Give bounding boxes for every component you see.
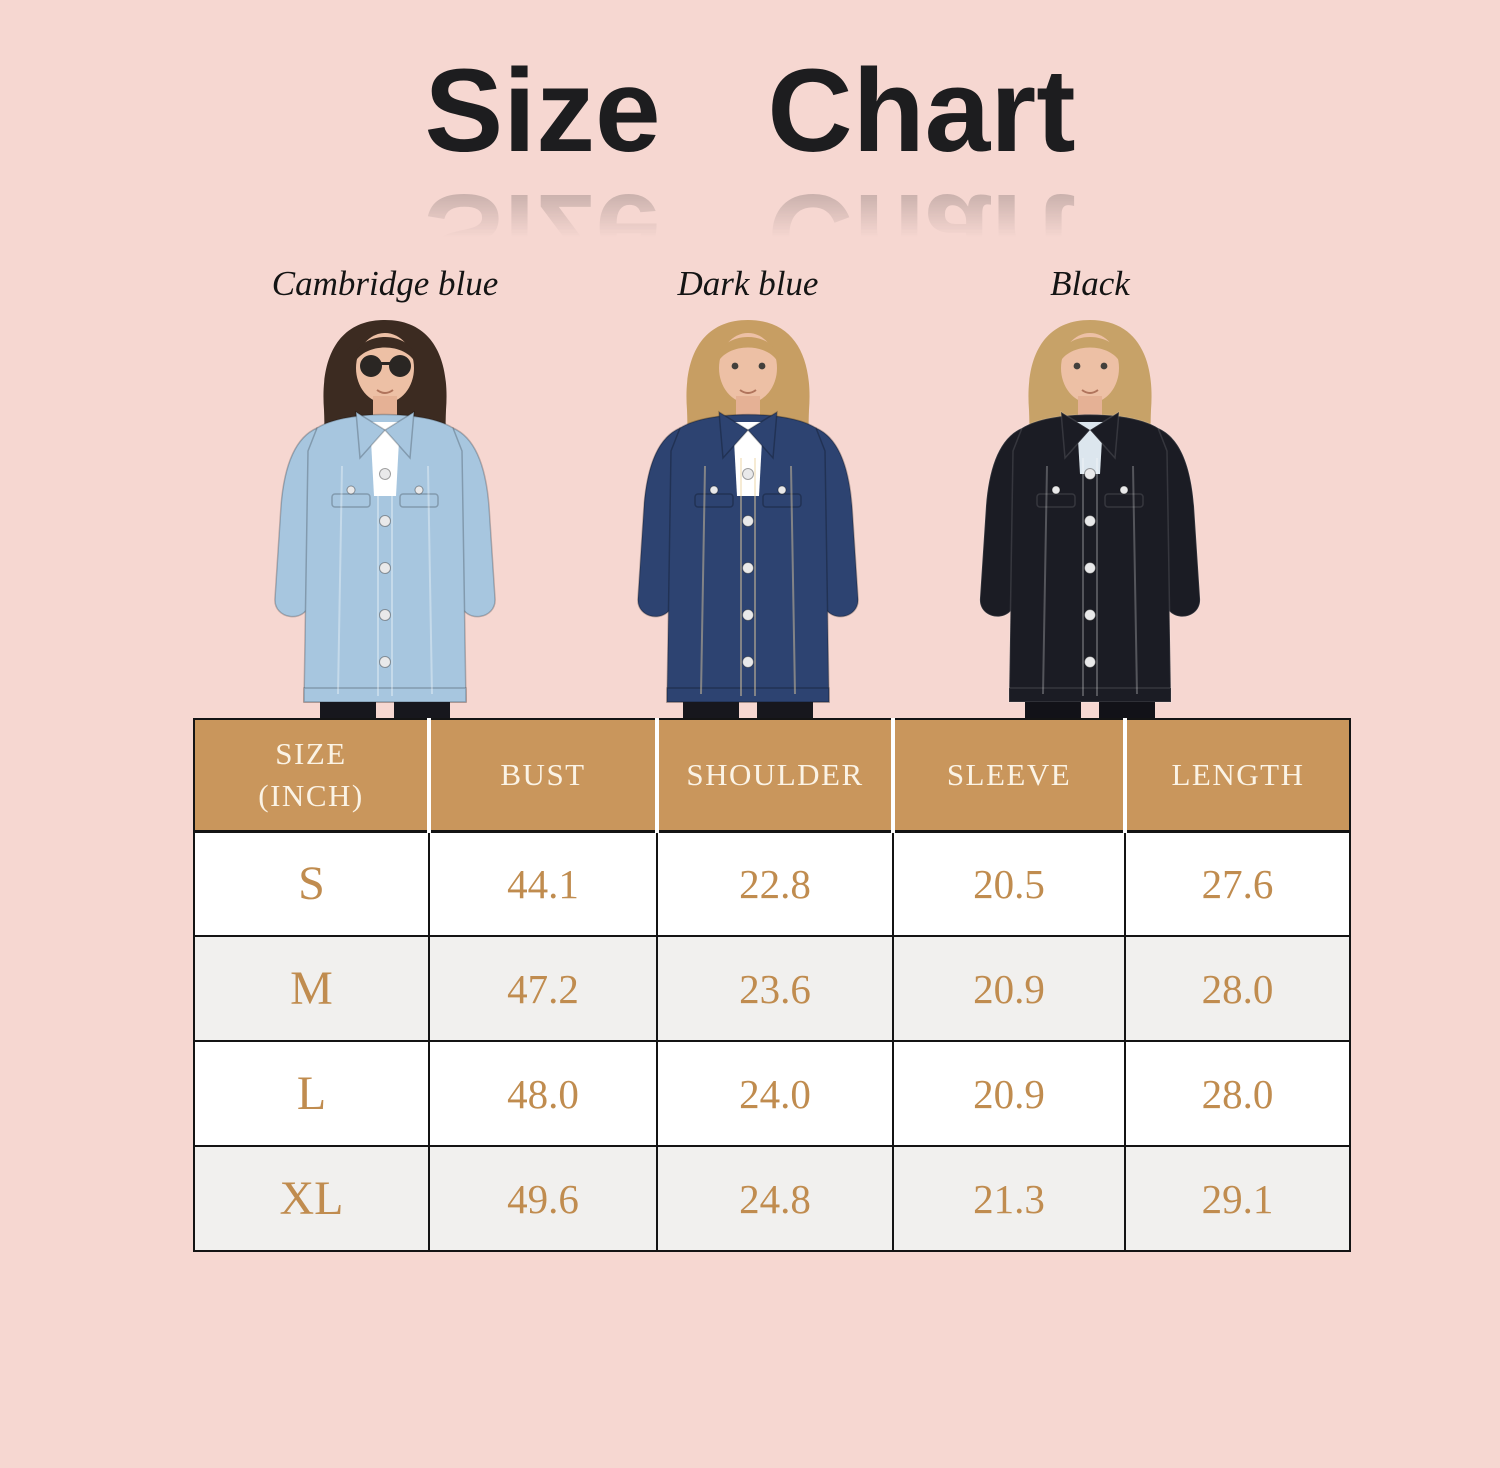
jacket-hem xyxy=(303,687,467,703)
sleeve-value: 20.9 xyxy=(892,935,1126,1042)
shoulder-value: 23.6 xyxy=(656,935,894,1042)
column-header-shoulder: SHOULDER xyxy=(655,718,893,833)
jacket-collar-right xyxy=(383,410,415,460)
model-photo-dark-blue xyxy=(583,306,913,718)
length-value: 27.6 xyxy=(1124,830,1351,937)
jacket-collar-right xyxy=(746,410,778,460)
face xyxy=(356,333,414,403)
column-header-bust: BUST xyxy=(427,718,657,833)
variant-label-cambridge-blue: Cambridge blue xyxy=(271,264,499,303)
pants xyxy=(683,702,813,718)
shoulder-value: 22.8 xyxy=(656,830,894,937)
jacket-pocket-right xyxy=(399,493,439,508)
pants xyxy=(320,702,450,718)
jacket-body xyxy=(1008,413,1172,703)
jacket-body xyxy=(666,413,830,703)
smile xyxy=(739,389,757,394)
jacket-collar-left xyxy=(1060,410,1092,460)
hair-fringe xyxy=(353,337,417,364)
smile xyxy=(376,389,394,394)
jacket-hem xyxy=(666,687,830,703)
jacket-pocket-left xyxy=(1036,493,1076,508)
sleeve-value: 20.5 xyxy=(892,830,1126,937)
jacket-seams xyxy=(337,458,433,696)
length-value: 28.0 xyxy=(1124,935,1351,1042)
jacket-pocket-right xyxy=(1104,493,1144,508)
bust-value: 47.2 xyxy=(428,935,658,1042)
face xyxy=(719,333,777,403)
size-value: L xyxy=(193,1040,430,1147)
jacket-pocket-left xyxy=(694,493,734,508)
hair-fringe xyxy=(1058,337,1122,364)
table-row-l: L 48.0 24.0 20.9 28.0 xyxy=(193,1040,1351,1147)
jacket-collar-left xyxy=(355,410,387,460)
shoulder-value: 24.8 xyxy=(656,1145,894,1252)
jacket-buttons xyxy=(1051,468,1129,668)
jacket-seams xyxy=(1042,458,1138,696)
variant-label-dark-blue: Dark blue xyxy=(677,264,819,303)
model-photo-black xyxy=(925,306,1255,718)
face xyxy=(1061,333,1119,403)
eyes xyxy=(731,362,766,370)
denim-jacket xyxy=(979,410,1201,703)
jacket-body xyxy=(303,413,467,703)
jacket-pocket-left xyxy=(331,493,371,508)
model-illustration xyxy=(274,320,496,718)
column-header-size-label: SIZE (INCH) xyxy=(258,735,364,813)
bust-value: 48.0 xyxy=(428,1040,658,1147)
tee-shirt xyxy=(733,422,763,496)
model-photo-cambridge-blue xyxy=(220,306,550,718)
jacket-pocket-right xyxy=(762,493,802,508)
table-row-m: M 47.2 23.6 20.9 28.0 xyxy=(193,935,1351,1042)
model-illustration xyxy=(637,320,859,718)
bust-value: 49.6 xyxy=(428,1145,658,1252)
variant-label-black: Black xyxy=(1050,264,1130,303)
table-row-xl: XL 49.6 24.8 21.3 29.1 xyxy=(193,1145,1351,1252)
model-illustration xyxy=(979,320,1201,718)
denim-jacket xyxy=(637,410,859,703)
hair-fringe xyxy=(716,337,780,364)
sleeve-value: 21.3 xyxy=(892,1145,1126,1252)
length-value: 28.0 xyxy=(1124,1040,1351,1147)
sunglasses-icon xyxy=(360,355,411,377)
jacket-buttons xyxy=(709,468,787,668)
column-header-size: SIZE (INCH) xyxy=(194,718,429,833)
jacket-collar-right xyxy=(1088,410,1120,460)
length-value: 29.1 xyxy=(1124,1145,1351,1252)
size-value: M xyxy=(193,935,430,1042)
pants xyxy=(1025,702,1155,718)
jacket-hem xyxy=(1008,687,1172,703)
shoulder-value: 24.0 xyxy=(656,1040,894,1147)
size-value: XL xyxy=(193,1145,430,1252)
tee-shirt xyxy=(370,422,400,496)
eyes xyxy=(1073,362,1108,370)
jacket-buttons xyxy=(346,468,424,668)
table-header-row: SIZE (INCH) BUST SHOULDER SLEEVE LENGTH xyxy=(194,718,1350,833)
size-value: S xyxy=(193,830,430,937)
jacket-seams xyxy=(700,458,796,696)
table-row-s: S 44.1 22.8 20.5 27.6 xyxy=(193,830,1351,937)
bust-value: 44.1 xyxy=(428,830,658,937)
page-title: Size Chart xyxy=(424,45,1076,177)
column-header-length: LENGTH xyxy=(1123,718,1350,833)
jacket-collar-left xyxy=(718,410,750,460)
denim-jacket xyxy=(274,410,496,703)
size-table: SIZE (INCH) BUST SHOULDER SLEEVE LENGTH … xyxy=(193,718,1351,1252)
sleeve-value: 20.9 xyxy=(892,1040,1126,1147)
column-header-sleeve: SLEEVE xyxy=(891,718,1125,833)
smile xyxy=(1081,389,1099,394)
